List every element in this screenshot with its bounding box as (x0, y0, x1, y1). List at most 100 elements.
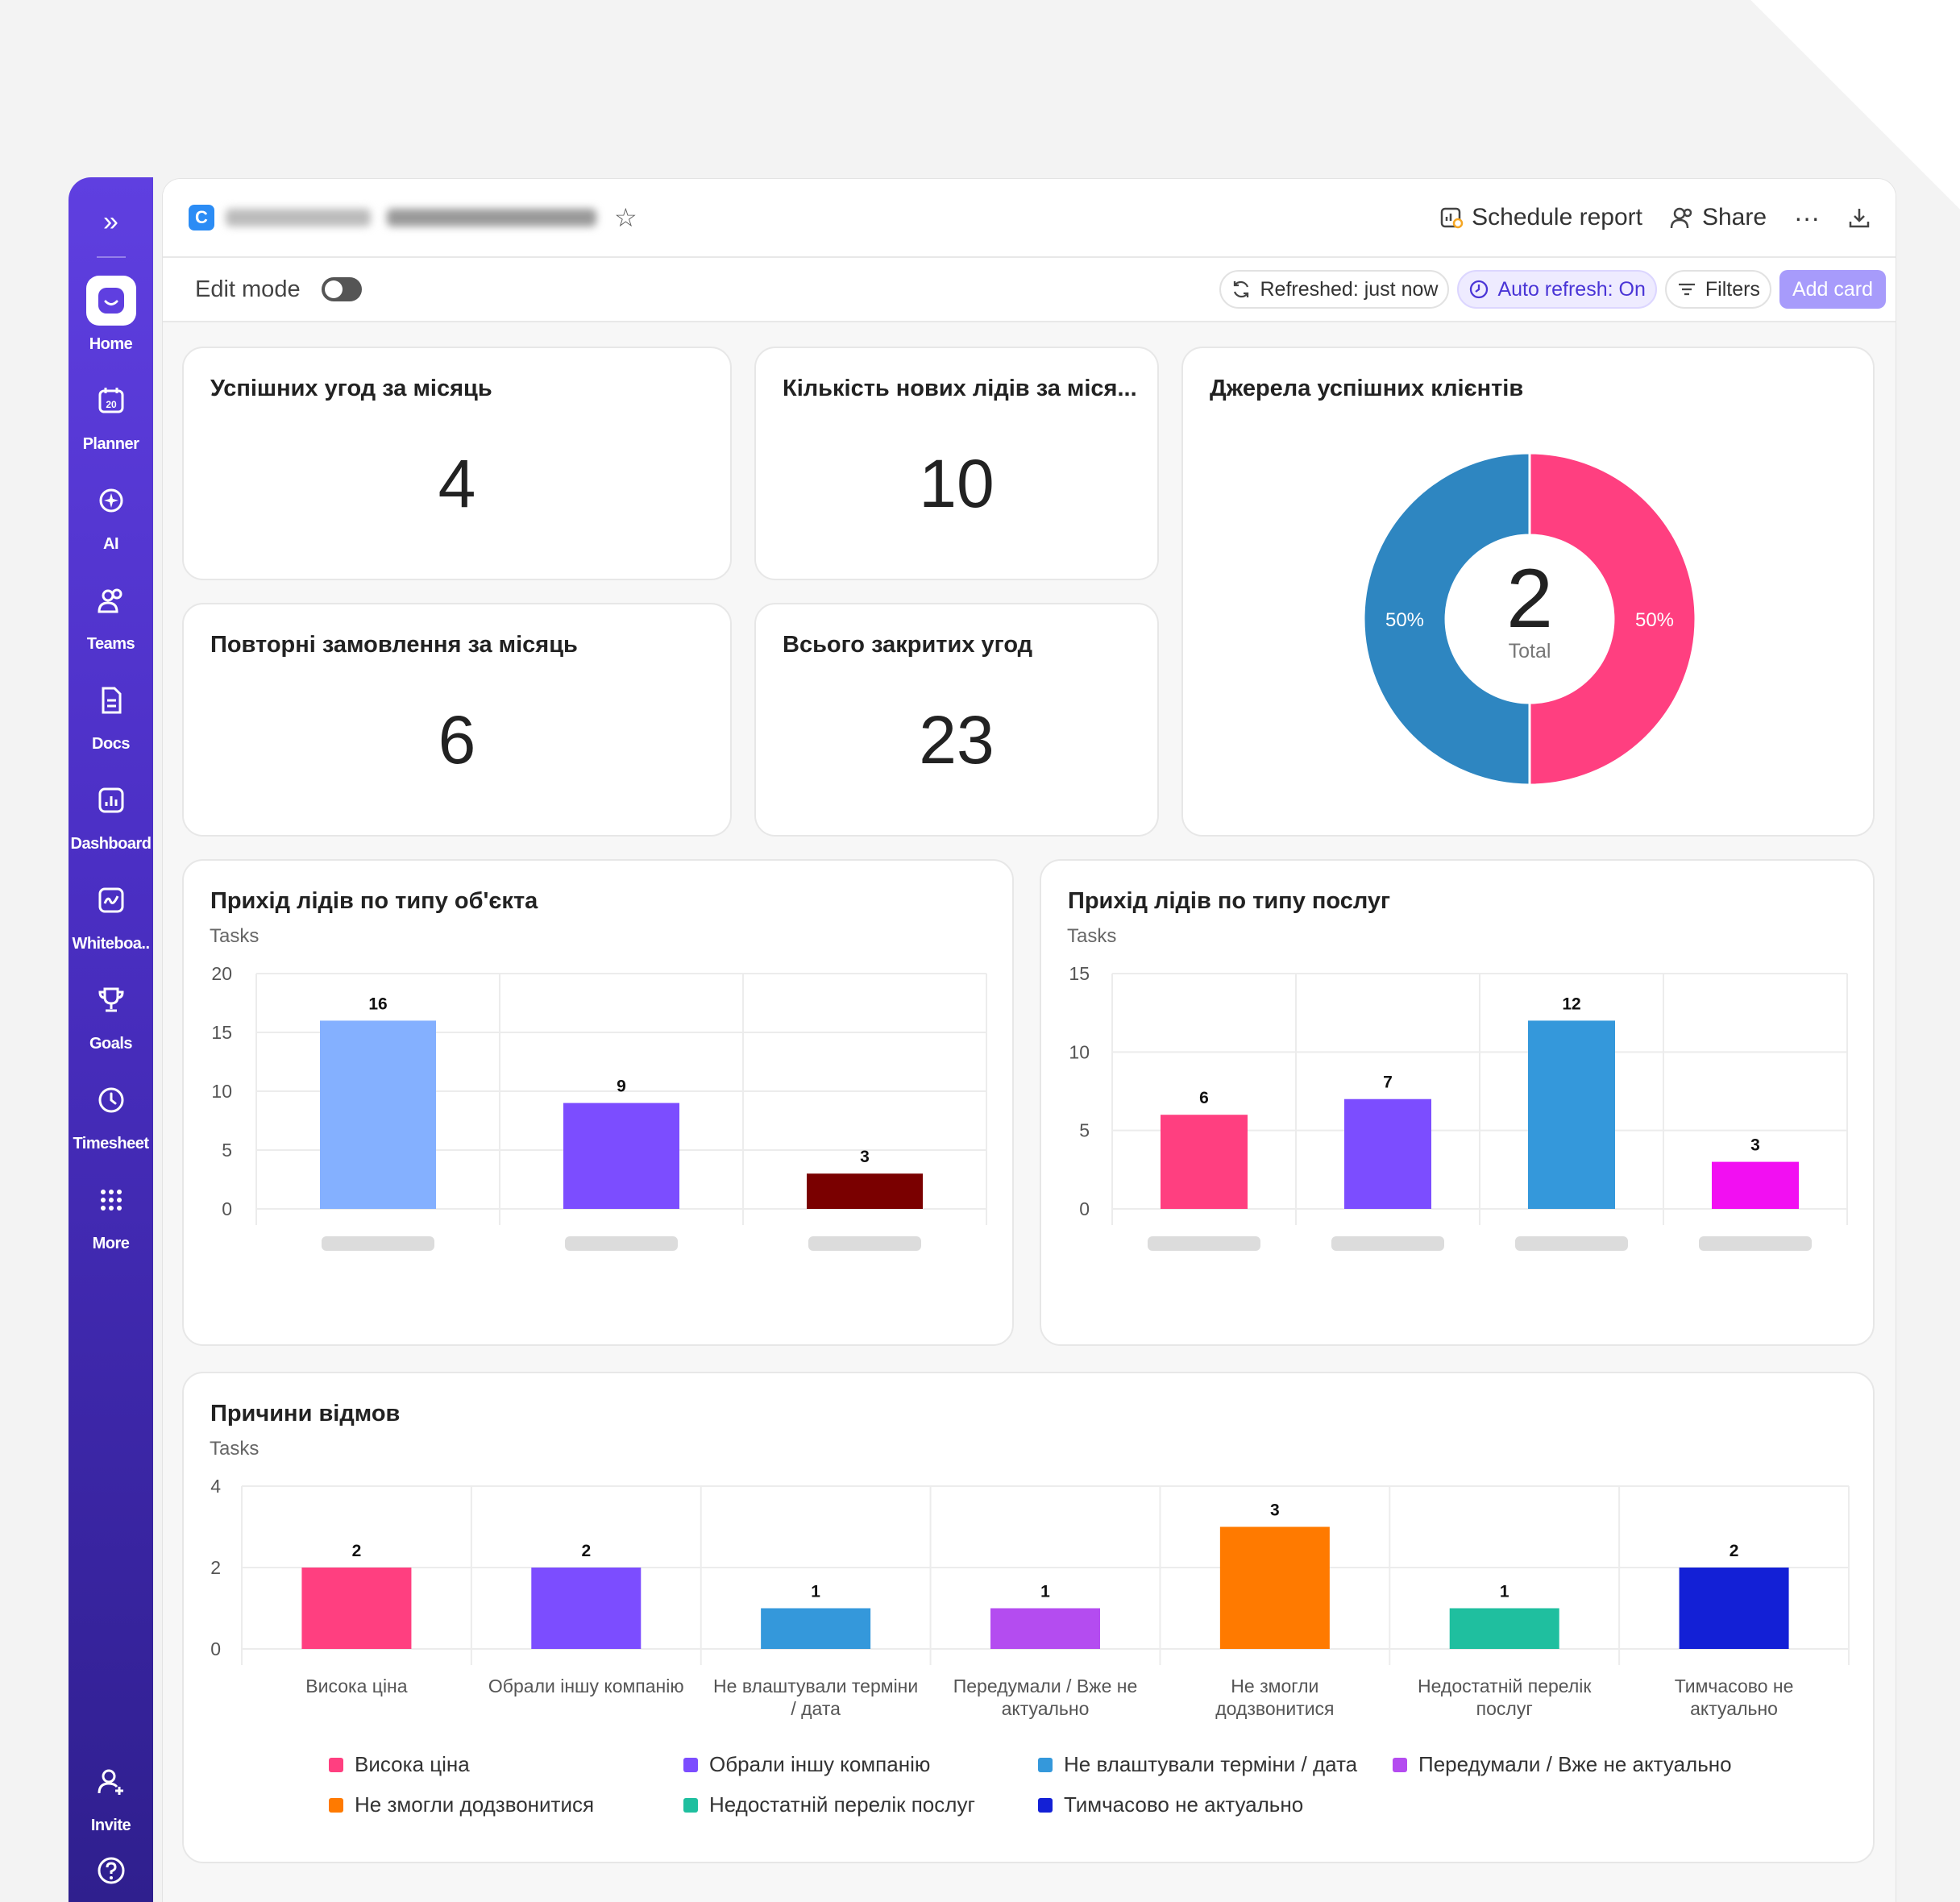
share-label: Share (1701, 204, 1767, 230)
bar-card-leads-by-object-type[interactable]: Прихід лідів по типу об'єкта Tasks 0 5 10 1… (182, 859, 1014, 1346)
bar-chart: 0 5 10 15 20 16 9 3 (211, 963, 987, 1251)
card-title: Прихід лідів по типу послуг (1068, 888, 1391, 914)
card-title: Успішних угод за місяць (210, 376, 492, 401)
sidebar-item-planner[interactable]: 20 Planner (69, 376, 153, 476)
share-icon (1670, 207, 1692, 229)
kpi-card-closed-deals[interactable]: Всього закритих угод 23 (754, 603, 1159, 837)
donut-slice (1528, 451, 1697, 787)
donut-chart: 2 Total 50% 50% (1362, 451, 1697, 787)
card-title: Прихід лідів по типу об'єкта (210, 888, 538, 914)
schedule-report-button[interactable]: Schedule report (1439, 204, 1642, 231)
sidebar-item-teams[interactable]: Teams (69, 575, 153, 675)
kpi-card-repeat-orders[interactable]: Повторні замовлення за місяць 6 (182, 603, 732, 837)
svg-text:20: 20 (106, 399, 117, 410)
kpi-value: 23 (919, 702, 995, 778)
bar-chart: 0 5 10 15 6 7 12 3 (1069, 963, 1848, 1251)
x-tick-label-redacted (1331, 1236, 1444, 1251)
legend-item[interactable]: Не влаштували терміни / дата (1038, 1752, 1357, 1777)
legend-item[interactable]: Передумали / Вже не актуально (1393, 1752, 1732, 1777)
sidebar-item-timesheet[interactable]: Timesheet (69, 1075, 153, 1175)
x-tick-label-redacted (322, 1236, 434, 1251)
favorite-star-icon[interactable]: ☆ (614, 203, 637, 232)
card-subtitle: Tasks (210, 925, 260, 947)
x-tick-label: Тимчасово не (1675, 1676, 1794, 1696)
edit-mode-toggle[interactable] (321, 277, 362, 301)
bar (807, 1173, 923, 1209)
bar (531, 1568, 642, 1649)
bar (320, 1020, 436, 1209)
bar-value-label: 7 (1383, 1074, 1393, 1092)
donut-card-client-sources[interactable]: Джерела успішних клієнтів 2 Total 50% 50% (1181, 347, 1875, 837)
y-tick-label: 15 (211, 1022, 232, 1043)
help-icon[interactable] (86, 1846, 136, 1896)
home-icon (85, 276, 136, 326)
sidebar-divider (96, 256, 126, 258)
y-tick-label: 0 (222, 1198, 232, 1219)
auto-refresh-label: Auto refresh: On (1497, 277, 1646, 301)
sidebar-item-whiteboard[interactable]: Whiteboa.. (69, 875, 153, 975)
bar (1679, 1568, 1789, 1649)
schedule-report-icon (1440, 207, 1464, 229)
x-tick-label-redacted (808, 1236, 921, 1251)
more-options-icon[interactable]: ··· (1794, 202, 1820, 232)
kpi-card-successful-deals[interactable]: Успішних угод за місяць 4 (182, 347, 732, 580)
sidebar-item-label: Teams (86, 635, 135, 653)
background-corner (1750, 0, 1960, 210)
workspace-badge[interactable]: C (189, 205, 214, 230)
ai-icon (86, 476, 136, 525)
x-tick-label: Обрали іншу компанію (488, 1676, 684, 1696)
legend-item[interactable]: Тимчасово не актуально (1038, 1792, 1303, 1817)
filters-label: Filters (1705, 277, 1760, 301)
sidebar-item-dashboard[interactable]: Dashboard (69, 775, 153, 875)
sidebar-item-more[interactable]: More (69, 1175, 153, 1275)
y-tick-label: 10 (211, 1081, 232, 1102)
sidebar: » Home 20 Planner AI Teams Docs Dashbo (69, 177, 153, 1902)
bar (1712, 1161, 1799, 1209)
bar-card-leads-by-service-type[interactable]: Прихід лідів по типу послуг Tasks 0 5 10 15… (1040, 859, 1875, 1346)
legend-item[interactable]: Недостатній перелік послуг (683, 1792, 975, 1817)
x-tick-label: додзвонитися (1215, 1698, 1334, 1719)
legend-item[interactable]: Не змогли додзвонитися (329, 1792, 594, 1817)
whiteboard-icon (86, 875, 136, 925)
add-card-button[interactable]: Add card (1779, 270, 1886, 309)
sidebar-item-label: Invite (90, 1817, 131, 1834)
bar (1161, 1115, 1248, 1209)
bar (990, 1608, 1100, 1649)
kpi-card-new-leads[interactable]: Кількість нових лідів за міся... 10 (754, 347, 1159, 580)
trophy-icon (86, 975, 136, 1025)
card-title: Причини відмов (210, 1401, 401, 1426)
add-user-icon (86, 1757, 136, 1807)
expand-sidebar-icon[interactable]: » (103, 206, 118, 237)
legend-swatch (683, 1797, 698, 1813)
x-tick-label: Не змогли (1231, 1676, 1318, 1696)
dashboard-title-redacted (226, 209, 596, 226)
bar (301, 1568, 412, 1649)
bar-value-label: 2 (1730, 1542, 1739, 1560)
card-subtitle: Tasks (1067, 925, 1117, 947)
sidebar-item-invite[interactable]: Invite (69, 1757, 153, 1846)
bar-value-label: 2 (581, 1542, 591, 1560)
bar-card-rejection-reasons[interactable]: Причини відмов Tasks 0 2 4 2 Висока ціна 2 Обр… (182, 1372, 1875, 1863)
legend-item[interactable]: Обрали іншу компанію (683, 1752, 930, 1777)
share-button[interactable]: Share (1670, 204, 1767, 231)
filter-icon (1678, 283, 1695, 296)
refresh-button[interactable]: Refreshed: just now (1219, 270, 1450, 309)
legend-label: Тимчасово не актуально (1064, 1792, 1304, 1817)
sidebar-item-ai[interactable]: AI (69, 476, 153, 575)
sidebar-item-docs[interactable]: Docs (69, 675, 153, 775)
filters-button[interactable]: Filters (1664, 270, 1771, 309)
legend-swatch (329, 1757, 343, 1772)
y-tick-label: 5 (1079, 1120, 1090, 1141)
bar-chart: 0 2 4 2 Висока ціна 2 Обрали іншу компанію 1 Не … (210, 1476, 1850, 1719)
legend-swatch (1038, 1797, 1053, 1813)
teams-icon (86, 575, 136, 625)
dashboard-icon (86, 775, 136, 825)
legend-label: Не змогли додзвонитися (355, 1792, 595, 1817)
sidebar-item-home[interactable]: Home (69, 276, 153, 376)
sidebar-item-goals[interactable]: Goals (69, 975, 153, 1075)
sidebar-item-label: Home (89, 335, 133, 353)
legend-item[interactable]: Висока ціна (329, 1752, 470, 1777)
kpi-value: 6 (438, 702, 476, 778)
download-icon[interactable] (1847, 206, 1871, 230)
auto-refresh-button[interactable]: Auto refresh: On (1457, 270, 1657, 309)
